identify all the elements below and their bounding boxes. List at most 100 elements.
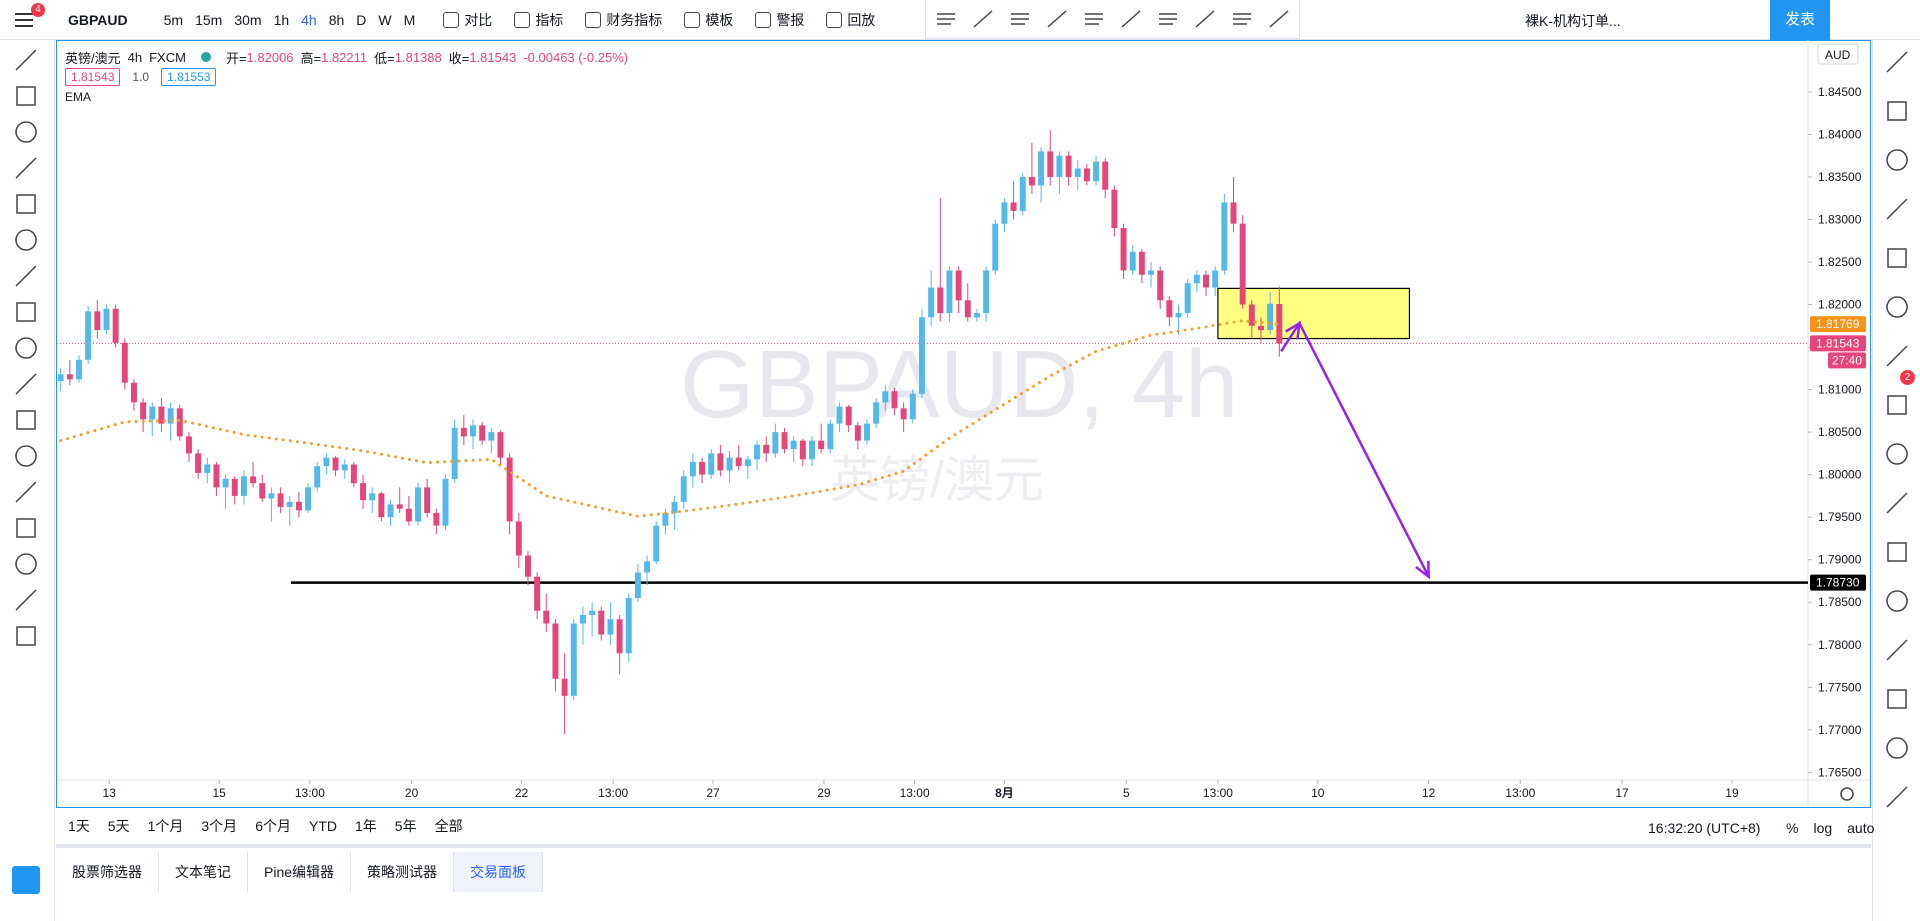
range-button[interactable]: 1年 (354, 818, 377, 834)
toolbar-button[interactable]: 财务指标 (585, 10, 662, 30)
range-button[interactable]: 6个月 (255, 818, 291, 834)
toolbar-button[interactable]: 警报 (755, 10, 804, 30)
y-tick-label: 1.84000 (1818, 127, 1862, 141)
candle-body (909, 393, 916, 420)
currency-label: AUD (1825, 48, 1851, 62)
interval-button[interactable]: 1h (273, 11, 290, 28)
tool-icon (15, 445, 37, 467)
candle-body (94, 311, 101, 331)
range-button[interactable]: YTD (308, 818, 337, 834)
ohlc-value: 1.81543 (469, 49, 517, 65)
source: FXCM (149, 49, 186, 65)
range-button[interactable]: 1天 (68, 818, 90, 834)
icon-shape (1886, 443, 1908, 465)
interval-button[interactable]: D (356, 11, 367, 28)
range-button[interactable]: 5天 (107, 818, 130, 834)
last-price-tag (1810, 335, 1866, 352)
candle-body (1276, 304, 1283, 344)
icon-shape (1840, 787, 1854, 801)
interval-button[interactable]: W (378, 11, 392, 28)
tool-icon (16, 86, 36, 106)
gear-icon (1840, 787, 1854, 801)
tool-icon (15, 157, 37, 179)
range-button[interactable]: 1个月 (147, 818, 184, 834)
icon-shape (16, 194, 36, 214)
x-tick-label: 13:00 (900, 786, 930, 800)
toolbar-button[interactable]: 回放 (826, 10, 875, 30)
toolbar-button[interactable]: 指标 (514, 10, 563, 30)
interval-button[interactable]: 5m (163, 11, 184, 28)
tool-icon (15, 553, 37, 575)
drawing-tool-icon (1159, 13, 1178, 25)
candle-body (433, 512, 440, 526)
line-price-tag-label: 1.78730 (1816, 576, 1860, 590)
candle-body (827, 423, 834, 450)
icon-shape (15, 337, 37, 359)
range-button[interactable]: 5年 (394, 818, 417, 834)
icon-shape (1269, 10, 1289, 28)
interval-button[interactable]: 15m (195, 11, 223, 28)
candle-body (1138, 251, 1145, 275)
chart-frame (56, 40, 1871, 808)
panel-tab: Pine编辑器 (248, 852, 352, 892)
candle-body (983, 270, 990, 314)
toolbar-button[interactable]: 对比 (443, 10, 492, 30)
watchlist-button[interactable] (12, 866, 40, 894)
candle-body (570, 623, 577, 696)
icon-shape (1233, 13, 1252, 25)
layout-name[interactable]: 裸K-机构订单... (1525, 13, 1621, 29)
candle-body (992, 223, 999, 271)
range-button[interactable]: 全部 (434, 818, 463, 834)
status-dot (200, 52, 211, 62)
publish-button[interactable]: 发表 (1770, 0, 1830, 40)
candle-body (735, 457, 742, 467)
candle-body (552, 623, 559, 679)
x-tick-label: 5 (1123, 786, 1130, 800)
interval-button[interactable]: 4h (301, 11, 317, 28)
legend-row: 1.81543 1.0 1.81553 (65, 67, 628, 87)
tool-icon (15, 589, 37, 611)
x-tick-label: 15 (213, 786, 227, 800)
candle-body (1001, 202, 1008, 224)
icon-shape (1887, 542, 1907, 562)
arrow-head (1415, 560, 1430, 580)
interval-button[interactable]: 8h (328, 11, 345, 28)
candle-body (140, 402, 147, 420)
drawing-tool-icon (1047, 10, 1067, 28)
candle-body (864, 423, 870, 441)
drawing-tool-icon (1085, 13, 1104, 25)
candle-body (680, 476, 687, 502)
axis-option: % (1786, 820, 1799, 836)
candle-body (295, 501, 302, 511)
candle-body (222, 478, 229, 488)
candle-body (332, 457, 339, 471)
x-tick-label: 20 (405, 786, 419, 800)
price-change: -0.00463 (-0.25%) (523, 49, 629, 65)
candle-body (497, 432, 504, 458)
candle-body (653, 525, 660, 562)
ohlc-label: 低= (374, 50, 395, 66)
icon-shape (1886, 737, 1908, 759)
candle-body (699, 461, 706, 475)
candle-body (1093, 161, 1100, 182)
x-tick-label: 13:00 (295, 786, 325, 800)
toolbar-button[interactable]: 模板 (684, 10, 733, 30)
candle-body (955, 270, 962, 301)
axis-option: log (1813, 820, 1833, 836)
icon-shape (15, 445, 37, 467)
range-button[interactable]: 3个月 (201, 818, 238, 834)
icon-shape (16, 86, 36, 106)
candle-body (534, 576, 541, 611)
interval-button[interactable]: M (403, 11, 416, 28)
icon-shape (1195, 10, 1215, 28)
candle-body (671, 501, 678, 513)
interval-button[interactable]: 30m (234, 11, 262, 28)
candle-body (589, 610, 596, 615)
candle-body (167, 408, 174, 424)
x-tick-label: 10 (1311, 786, 1325, 800)
y-tick-label: 1.83500 (1818, 170, 1862, 184)
candle-body (616, 619, 623, 654)
icon-shape (15, 121, 37, 143)
menu-icon[interactable] (10, 5, 40, 35)
drawing-toolbar (925, 0, 1301, 39)
